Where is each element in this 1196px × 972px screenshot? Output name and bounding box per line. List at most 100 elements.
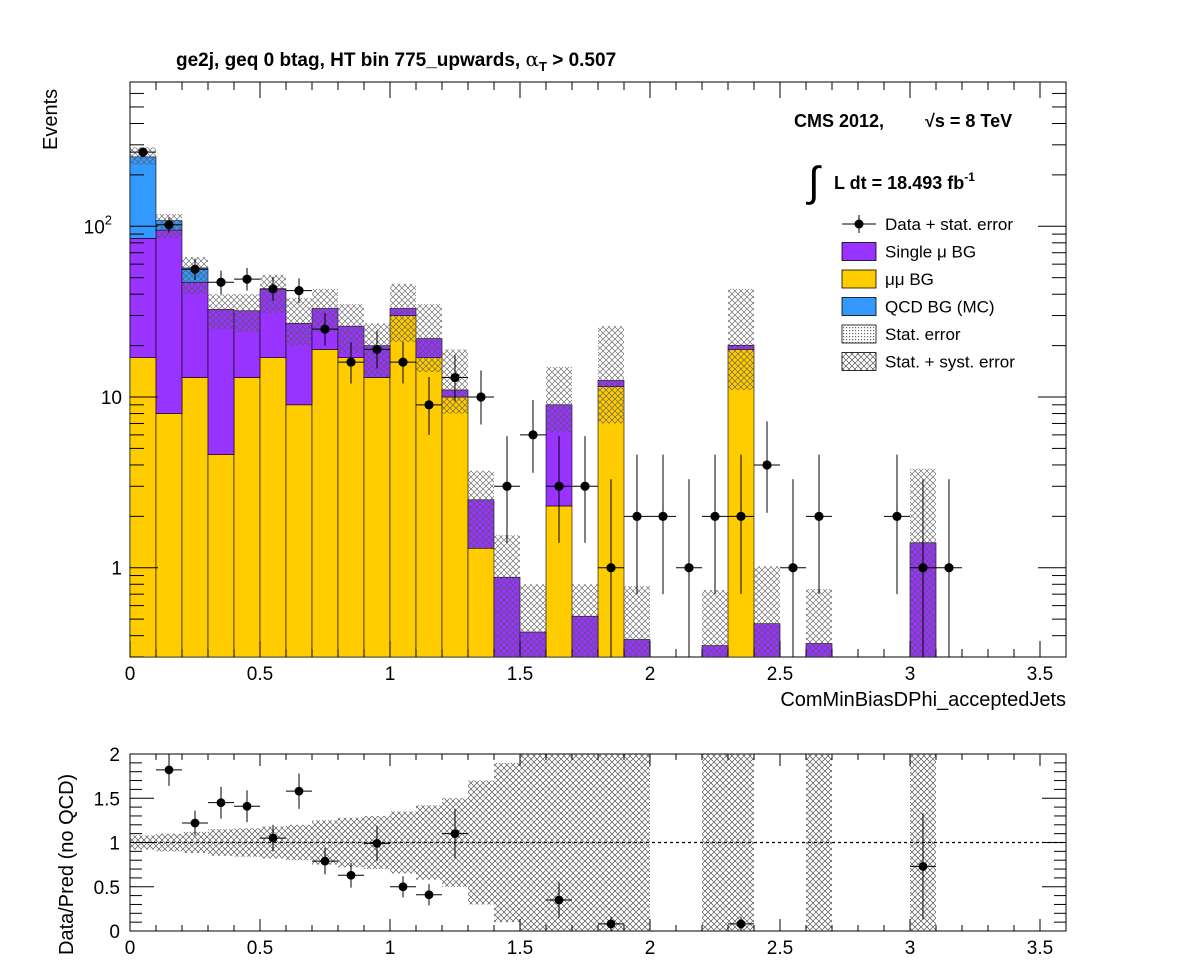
data-point-18 bbox=[598, 479, 624, 657]
legend: Data + stat. error Single μ BG μμ BG QCD BG… bbox=[841, 215, 1015, 372]
x-tick-label-3: 1.5 bbox=[507, 664, 533, 685]
x-tick-label-6: 3 bbox=[905, 664, 916, 685]
ratio-y-tick-label-1: 0.5 bbox=[94, 878, 120, 899]
data-point-27 bbox=[884, 454, 910, 595]
x-tick-label-5: 2.5 bbox=[767, 664, 793, 685]
ratio-x-tick-label-4: 2 bbox=[645, 938, 656, 959]
ratio-point-14 bbox=[728, 916, 754, 931]
data-point-23 bbox=[728, 454, 754, 595]
bar-mumu-4 bbox=[233, 377, 261, 657]
y-axis-label: Events bbox=[40, 89, 62, 150]
bar-singlemu-2 bbox=[181, 281, 209, 378]
legend-entry-0: Data + stat. error bbox=[842, 215, 1013, 234]
data-point-1 bbox=[156, 217, 182, 233]
legend-entry-1: Single μ BG bbox=[841, 242, 976, 262]
syst-band-bin-13 bbox=[468, 470, 494, 549]
data-point-19 bbox=[624, 454, 650, 595]
bar-mumu-13 bbox=[467, 547, 495, 657]
ratio-point-2 bbox=[208, 786, 234, 819]
bar-mumu-0 bbox=[130, 357, 157, 657]
data-point-25 bbox=[780, 479, 806, 657]
ratio-point-6 bbox=[312, 847, 338, 875]
bar-mumu-9 bbox=[363, 377, 391, 657]
data-point-21 bbox=[676, 479, 702, 657]
syst-band-bin-16 bbox=[546, 366, 572, 433]
ratio-y-tick-label-2: 1 bbox=[109, 834, 120, 855]
data-point-22 bbox=[702, 454, 728, 595]
ratio-point-10 bbox=[416, 884, 442, 906]
data-point-28 bbox=[910, 479, 936, 657]
ratio-point-3 bbox=[234, 790, 260, 823]
syst-band-bin-3 bbox=[208, 294, 234, 330]
data-point-20 bbox=[650, 454, 676, 595]
data-point-2 bbox=[182, 258, 208, 280]
legend-label-2: μμ BG bbox=[885, 270, 934, 289]
legend-label-3: QCD BG (MC) bbox=[885, 298, 995, 317]
energy-label: √s = 8 TeV bbox=[925, 111, 1012, 131]
ratio-x-tick-label-1: 0.5 bbox=[247, 938, 273, 959]
ratio-x-tick-label-3: 1.5 bbox=[507, 938, 533, 959]
syst-band-bin-23 bbox=[728, 288, 754, 390]
syst-band-bin-24 bbox=[754, 566, 780, 657]
syst-band-bin-14 bbox=[494, 535, 520, 657]
data-point-3 bbox=[208, 270, 234, 295]
bar-mumu-3 bbox=[207, 454, 235, 657]
data-point-10 bbox=[390, 341, 416, 384]
data-point-0 bbox=[130, 147, 156, 157]
bar-mumu-6 bbox=[285, 404, 313, 657]
bar-singlemu-3 bbox=[207, 309, 235, 455]
data-point-7 bbox=[312, 313, 338, 346]
ratio-y-axis-label: Data/Pred (no QCD) bbox=[56, 774, 78, 955]
bar-mumu-8 bbox=[337, 357, 365, 657]
ratio-x-tick-label-5: 2.5 bbox=[767, 938, 793, 959]
x-tick-label-4: 2 bbox=[645, 664, 656, 685]
legend-label-5: Stat. + syst. error bbox=[885, 353, 1015, 372]
syst-band-bin-26 bbox=[806, 589, 832, 657]
x-tick-label-0: 0 bbox=[125, 664, 136, 685]
ratio-points bbox=[156, 754, 936, 931]
legend-entry-3: QCD BG (MC) bbox=[841, 297, 995, 317]
data-point-8 bbox=[338, 341, 364, 384]
data-point-5 bbox=[260, 276, 286, 302]
bar-qcd-0 bbox=[130, 156, 157, 239]
legend-label-1: Single μ BG bbox=[885, 243, 976, 262]
syst-band-bin-10 bbox=[390, 283, 416, 342]
data-point-12 bbox=[442, 354, 468, 402]
ratio-y-tick-label-3: 1.5 bbox=[94, 789, 120, 810]
legend-entry-2: μμ BG bbox=[841, 269, 934, 289]
ratio-point-9 bbox=[390, 876, 416, 898]
ratio-point-4 bbox=[260, 824, 286, 852]
ratio-x-tick-label-2: 1 bbox=[385, 938, 396, 959]
data-point-14 bbox=[494, 436, 520, 543]
legend-label-4: Stat. error bbox=[885, 325, 961, 344]
y-tick-label-0: 1 bbox=[111, 559, 122, 580]
data-point-29 bbox=[936, 479, 962, 657]
data-point-4 bbox=[234, 267, 260, 291]
ratio-y-tick-label-0: 0 bbox=[109, 922, 120, 943]
data-point-9 bbox=[364, 330, 390, 369]
x-tick-label-2: 1 bbox=[385, 664, 396, 685]
legend-label-0: Data + stat. error bbox=[885, 215, 1013, 234]
y-tick-label-1: 10 bbox=[101, 388, 122, 409]
data-point-11 bbox=[416, 376, 442, 435]
bar-mumu-7 bbox=[311, 349, 339, 657]
integral-sign: ∫ bbox=[806, 158, 822, 205]
bar-singlemu-0 bbox=[130, 238, 157, 358]
syst-band-bin-6 bbox=[286, 298, 312, 346]
bar-mumu-2 bbox=[181, 377, 209, 657]
ratio-point-15 bbox=[910, 813, 936, 920]
syst-band-bin-11 bbox=[416, 304, 442, 373]
syst-error-band bbox=[130, 147, 936, 657]
x-axis-label: ComMinBiasDPhi_acceptedJets bbox=[780, 689, 1066, 711]
ratio-x-tick-label-6: 3 bbox=[905, 938, 916, 959]
legend-entry-5: Stat. + syst. error bbox=[841, 352, 1015, 372]
ratio-axes: 0 0.5 1 1.5 2 2.5 3 3.5 0 0.5 1 1.5 2 bbox=[94, 745, 1066, 959]
cms-label: CMS 2012, bbox=[794, 111, 884, 131]
syst-band-bin-18 bbox=[598, 326, 624, 424]
syst-band-bin-4 bbox=[234, 294, 260, 333]
y-tick-label-2: 102 bbox=[84, 212, 112, 238]
ratio-x-tick-label-0: 0 bbox=[125, 938, 136, 959]
bar-mumu-1 bbox=[155, 413, 183, 657]
data-points bbox=[130, 147, 962, 657]
syst-band-bin-22 bbox=[702, 590, 728, 657]
